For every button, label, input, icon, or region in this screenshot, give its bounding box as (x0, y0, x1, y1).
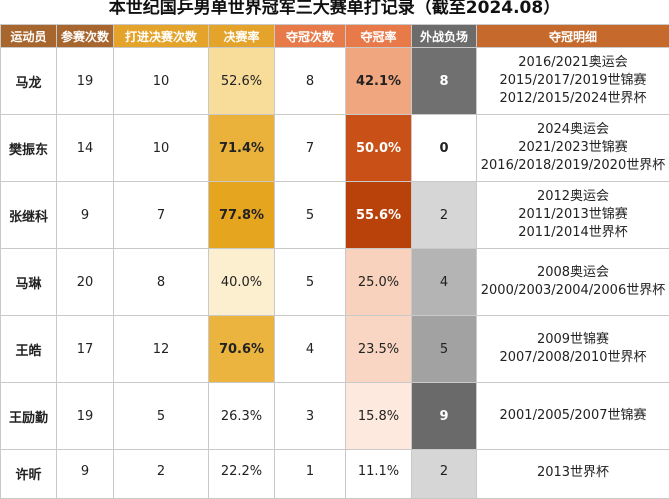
foreign-losses-cell: 0 (412, 115, 477, 182)
title-detail-line: 2024奥运会 (477, 121, 669, 139)
title-rate-cell: 55.6% (346, 182, 412, 249)
appearances-cell: 20 (57, 249, 114, 316)
titles-cell: 4 (275, 316, 346, 383)
title-detail-line: 2009世锦赛 (477, 331, 669, 349)
final-rate-cell: 77.8% (209, 182, 275, 249)
finals-cell: 12 (114, 316, 209, 383)
final-rate-cell: 26.3% (209, 383, 275, 450)
title-details-cell: 2013世界杯 (477, 450, 669, 499)
foreign-losses-cell: 2 (412, 450, 477, 499)
athlete-name-cell: 樊振东 (1, 115, 57, 182)
final-rate-cell: 70.6% (209, 316, 275, 383)
title-details-cell: 2001/2005/2007世锦赛 (477, 383, 669, 450)
foreign-losses-cell: 9 (412, 383, 477, 450)
header-titles: 夺冠次数 (275, 25, 346, 48)
foreign-losses-cell: 4 (412, 249, 477, 316)
title-rate-cell: 42.1% (346, 48, 412, 115)
appearances-cell: 19 (57, 48, 114, 115)
athlete-name-cell: 许昕 (1, 450, 57, 499)
title-rate-cell: 50.0% (346, 115, 412, 182)
title-detail-line: 2012奥运会 (477, 188, 669, 206)
titles-cell: 8 (275, 48, 346, 115)
finals-cell: 8 (114, 249, 209, 316)
header-title-rate: 夺冠率 (346, 25, 412, 48)
records-table: 运动员 参赛次数 打进决赛次数 决赛率 夺冠次数 夺冠率 外战负场 夺冠明细 马… (0, 24, 669, 499)
header-appearances: 参赛次数 (57, 25, 114, 48)
title-detail-line: 2008奥运会 (477, 264, 669, 282)
title-rate-cell: 23.5% (346, 316, 412, 383)
title-detail-line: 2015/2017/2019世锦赛 (477, 72, 669, 90)
foreign-losses-cell: 5 (412, 316, 477, 383)
title-detail-line: 2016/2018/2019/2020世界杯 (477, 157, 669, 175)
finals-cell: 10 (114, 115, 209, 182)
foreign-losses-cell: 8 (412, 48, 477, 115)
title-detail-line: 2001/2005/2007世锦赛 (477, 407, 669, 425)
athlete-name-cell: 马龙 (1, 48, 57, 115)
header-finals: 打进决赛次数 (114, 25, 209, 48)
titles-cell: 3 (275, 383, 346, 450)
title-detail-line: 2011/2013世锦赛 (477, 206, 669, 224)
title-detail-line: 2000/2003/2004/2006世界杯 (477, 282, 669, 300)
final-rate-cell: 52.6% (209, 48, 275, 115)
header-title-details: 夺冠明细 (477, 25, 669, 48)
appearances-cell: 14 (57, 115, 114, 182)
final-rate-cell: 71.4% (209, 115, 275, 182)
foreign-losses-cell: 2 (412, 182, 477, 249)
appearances-cell: 9 (57, 182, 114, 249)
title-rate-cell: 25.0% (346, 249, 412, 316)
header-athlete: 运动员 (1, 25, 57, 48)
title-detail-line: 2007/2008/2010世界杯 (477, 349, 669, 367)
final-rate-cell: 40.0% (209, 249, 275, 316)
title-detail-line: 2016/2021奥运会 (477, 54, 669, 72)
finals-cell: 2 (114, 450, 209, 499)
title-detail-line: 2011/2014世界杯 (477, 224, 669, 242)
title-rate-cell: 15.8% (346, 383, 412, 450)
athlete-name-cell: 王励勤 (1, 383, 57, 450)
athlete-name-cell: 张继科 (1, 182, 57, 249)
finals-cell: 10 (114, 48, 209, 115)
titles-cell: 5 (275, 182, 346, 249)
finals-cell: 7 (114, 182, 209, 249)
header-final-rate: 决赛率 (209, 25, 275, 48)
table-title: 本世纪国乒男单世界冠军三大赛单打记录（截至2024.08） (0, 0, 669, 26)
title-detail-line: 2021/2023世锦赛 (477, 139, 669, 157)
athlete-name-cell: 马琳 (1, 249, 57, 316)
athlete-name-cell: 王皓 (1, 316, 57, 383)
appearances-cell: 17 (57, 316, 114, 383)
appearances-cell: 9 (57, 450, 114, 499)
title-rate-cell: 11.1% (346, 450, 412, 499)
appearances-cell: 19 (57, 383, 114, 450)
header-foreign-losses: 外战负场 (412, 25, 477, 48)
title-detail-line: 2013世界杯 (477, 464, 669, 482)
titles-cell: 7 (275, 115, 346, 182)
titles-cell: 5 (275, 249, 346, 316)
title-detail-line: 2012/2015/2024世界杯 (477, 90, 669, 108)
final-rate-cell: 22.2% (209, 450, 275, 499)
finals-cell: 5 (114, 383, 209, 450)
titles-cell: 1 (275, 450, 346, 499)
header-row: 运动员 参赛次数 打进决赛次数 决赛率 夺冠次数 夺冠率 外战负场 夺冠明细 (1, 25, 669, 48)
